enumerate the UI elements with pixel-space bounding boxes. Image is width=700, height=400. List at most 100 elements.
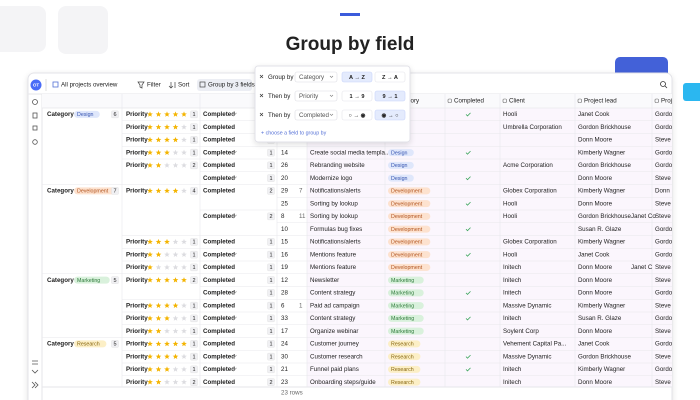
- remove-icon[interactable]: [259, 112, 264, 117]
- star: [147, 136, 153, 143]
- column-header[interactable]: Proje: [661, 98, 676, 105]
- task-name[interactable]: Sorting by lookup: [310, 213, 358, 220]
- sort-option[interactable]: [374, 71, 406, 83]
- star: [164, 187, 170, 194]
- group-button[interactable]: Group by 3 fields: [208, 82, 255, 89]
- task-name[interactable]: Mentions feature: [310, 264, 357, 271]
- category-tag-label: Marketing: [391, 303, 414, 309]
- group-field: Priority: [126, 264, 148, 271]
- field-select[interactable]: [294, 71, 338, 83]
- star: [172, 328, 179, 334]
- priority-stars: [147, 366, 187, 372]
- project-lead: Janet C: [631, 264, 653, 271]
- task-name[interactable]: Notifications/alerts: [310, 239, 361, 246]
- star: [181, 251, 187, 258]
- project-lead: Kimberly Wagner: [578, 366, 625, 373]
- star: [155, 379, 162, 385]
- task-name[interactable]: Organize webinar: [310, 328, 359, 335]
- client: Initech: [503, 315, 522, 322]
- task-name[interactable]: Funnel paid plans: [310, 366, 359, 373]
- count-label: 1: [269, 316, 272, 322]
- sort-button[interactable]: Sort: [178, 82, 190, 89]
- row-comment-count: 1: [299, 302, 303, 309]
- category-tag-label: Marketing: [391, 316, 414, 322]
- task-name[interactable]: Rebranding website: [310, 162, 365, 169]
- count-label: 2: [269, 214, 272, 220]
- group-value: Development: [77, 189, 109, 195]
- client: Initech: [503, 379, 522, 386]
- count-badge: [190, 340, 198, 348]
- count-label: 2: [192, 380, 195, 386]
- project-lead: Gordon Brickhouse: [578, 124, 632, 131]
- star: [172, 124, 179, 130]
- group-completed-check: [231, 354, 237, 359]
- priority-stars: [147, 379, 187, 385]
- task-name[interactable]: Customer journey: [310, 341, 360, 348]
- category-tag: [388, 212, 431, 220]
- completed-check: [465, 367, 471, 372]
- star: [181, 315, 187, 321]
- field-select[interactable]: [294, 90, 338, 102]
- remove-icon[interactable]: [259, 74, 264, 79]
- star: [181, 136, 187, 143]
- group-tag: [74, 187, 117, 195]
- field-select[interactable]: [294, 109, 338, 121]
- task-name[interactable]: Notifications/alerts: [310, 188, 361, 195]
- group-button-bg[interactable]: [197, 79, 252, 91]
- sort-option[interactable]: [341, 109, 373, 121]
- project-team: Donn: [655, 188, 670, 195]
- star: [181, 379, 187, 385]
- project-lead: Janet Cook: [578, 341, 610, 348]
- task-name[interactable]: Content strategy: [310, 290, 356, 297]
- sort-option[interactable]: [341, 90, 373, 102]
- count-label: 1: [269, 163, 272, 169]
- task-name[interactable]: Modernize logo: [310, 175, 353, 182]
- star: [155, 353, 162, 360]
- project-team: Gordon: [655, 162, 676, 169]
- task-name[interactable]: Newsletter: [310, 277, 339, 284]
- category-tag-label: Research: [391, 367, 414, 373]
- group-field: Priority: [126, 188, 148, 195]
- remove-icon[interactable]: [259, 93, 264, 98]
- group-field: Completed: [203, 137, 235, 144]
- task-name[interactable]: Customer research: [310, 353, 363, 360]
- column-header[interactable]: Completed: [454, 98, 484, 105]
- group-completed-check: [231, 112, 237, 117]
- category-tag: [388, 174, 414, 182]
- priority-stars: [147, 124, 187, 130]
- add-group-field[interactable]: + choose a field to group by: [261, 130, 327, 136]
- task-name[interactable]: Create social media templa...: [310, 149, 390, 156]
- star: [155, 162, 162, 168]
- task-name[interactable]: Onboarding steps/guide: [310, 379, 376, 386]
- search-icon[interactable]: [660, 81, 666, 87]
- filter-button[interactable]: Filter: [147, 82, 161, 89]
- group-field: Completed: [203, 277, 235, 284]
- category-tag: [388, 251, 431, 259]
- group-field: Completed: [203, 290, 235, 297]
- view-name[interactable]: All projects overview: [61, 82, 118, 89]
- popup-label: Then by: [268, 112, 291, 119]
- task-name[interactable]: Content strategy: [310, 315, 356, 322]
- task-name[interactable]: Formulas bug fixes: [310, 226, 362, 233]
- sort-option[interactable]: [374, 90, 406, 102]
- task-name[interactable]: Paid ad campaign: [310, 302, 360, 309]
- row-id: 28: [281, 290, 288, 297]
- row-id: 30: [281, 353, 288, 360]
- select-caret: [329, 113, 334, 116]
- group-field: Completed: [203, 111, 235, 118]
- sort-option[interactable]: [341, 71, 373, 83]
- task-name[interactable]: Sorting by lookup: [310, 200, 358, 207]
- accent-bar: [340, 13, 360, 16]
- row-id: 15: [281, 239, 288, 246]
- client: Hooli: [503, 251, 517, 258]
- group-completed-check: [231, 176, 237, 181]
- column-header[interactable]: Client: [509, 98, 525, 105]
- avatar[interactable]: [30, 79, 42, 91]
- column-header[interactable]: Project lead: [584, 98, 617, 105]
- view-icon: [52, 81, 59, 88]
- sort-option[interactable]: [374, 109, 406, 121]
- project-team: Steve: [655, 137, 671, 144]
- category-tag-label: Development: [391, 189, 423, 195]
- field-select-value: Priority: [299, 93, 319, 100]
- task-name[interactable]: Mentions feature: [310, 251, 357, 258]
